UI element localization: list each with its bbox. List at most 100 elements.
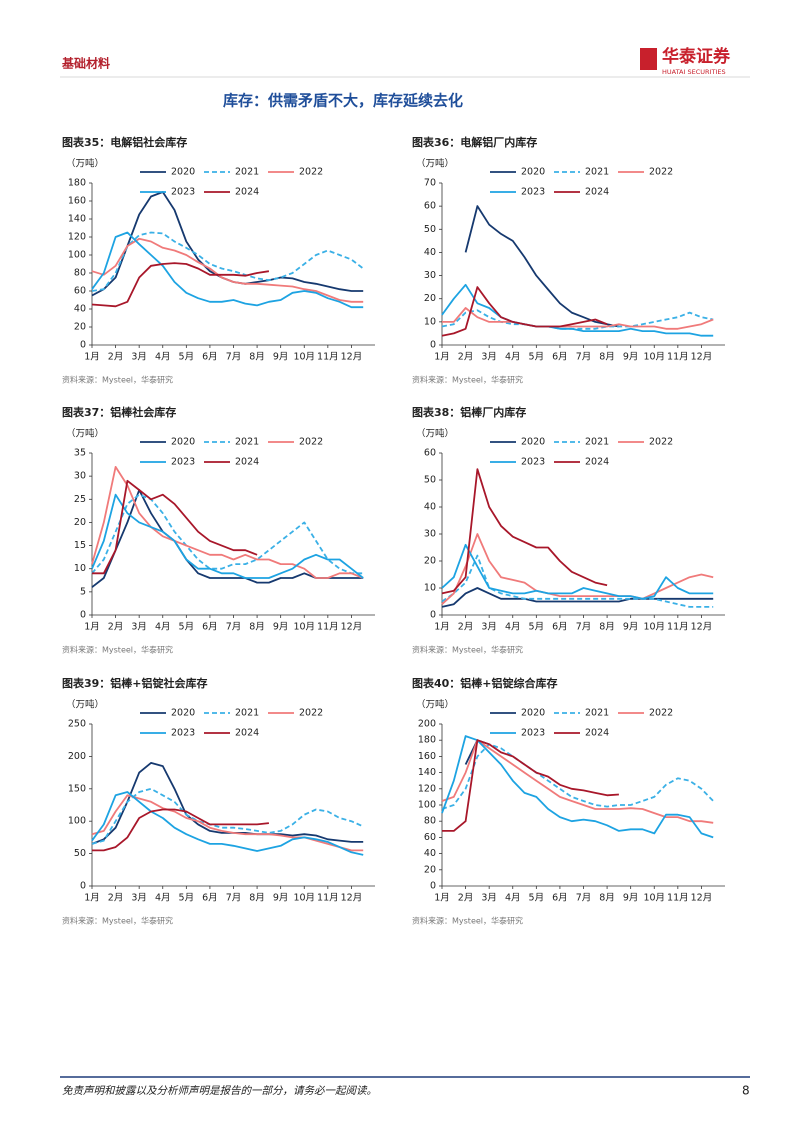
source-note: 资料来源：Mysteel，华泰研究 (412, 645, 523, 655)
x-tick-label: 12月 (691, 622, 713, 633)
y-tick-label: 180 (418, 735, 436, 746)
y-tick-label: 50 (74, 848, 86, 859)
x-tick-label: 8月 (599, 622, 615, 633)
x-tick-label: 9月 (273, 893, 289, 904)
series-line (91, 262, 270, 308)
x-tick-label: 3月 (131, 352, 147, 363)
y-tick-label: 20 (424, 556, 436, 567)
y-tick-label: 50 (424, 224, 436, 235)
y-tick-label: 100 (418, 800, 436, 811)
x-tick-label: 9月 (623, 893, 639, 904)
y-tick-label: 200 (418, 719, 436, 730)
y-tick-label: 100 (68, 816, 86, 827)
legend-label: 2021 (235, 708, 259, 719)
series-line (441, 533, 714, 605)
series-line (442, 307, 714, 330)
x-tick-label: 10月 (643, 352, 665, 363)
y-tick-label: 10 (74, 563, 86, 574)
y-tick-label: 180 (68, 178, 86, 189)
x-tick-label: 1月 (434, 893, 450, 904)
page-number: 8 (742, 1084, 750, 1098)
legend-label: 2023 (521, 187, 545, 198)
x-tick-label: 10月 (643, 622, 665, 633)
y-tick-label: 25 (74, 494, 86, 505)
legend-label: 2021 (585, 708, 609, 719)
unit-label: （万吨） (416, 699, 454, 711)
x-tick-label: 5月 (179, 622, 195, 633)
x-tick-label: 4月 (155, 893, 171, 904)
x-tick-label: 11月 (667, 352, 689, 363)
x-tick-label: 6月 (552, 893, 568, 904)
x-tick-label: 4月 (155, 352, 171, 363)
x-tick-label: 3月 (131, 893, 147, 904)
x-tick-label: 4月 (505, 622, 521, 633)
legend-label: 2022 (299, 167, 323, 178)
y-tick-label: 200 (68, 751, 86, 762)
legend-label: 2020 (521, 437, 545, 448)
x-tick-label: 1月 (84, 622, 100, 633)
series-line (91, 493, 364, 575)
x-tick-label: 5月 (179, 893, 195, 904)
y-tick-label: 20 (74, 322, 86, 333)
chart-title: 图表36：电解铝厂内库存 (412, 135, 537, 149)
series-line (91, 493, 364, 579)
series-line (464, 205, 620, 328)
x-tick-label: 8月 (249, 352, 265, 363)
x-tick-label: 7月 (226, 622, 242, 633)
x-tick-label: 8月 (599, 893, 615, 904)
x-tick-label: 5月 (529, 622, 545, 633)
y-tick-label: 150 (68, 783, 86, 794)
y-tick-label: 40 (424, 502, 436, 513)
legend-label: 2023 (171, 728, 195, 739)
x-tick-label: 8月 (249, 622, 265, 633)
x-tick-label: 9月 (623, 622, 639, 633)
x-tick-label: 11月 (667, 893, 689, 904)
y-tick-label: 80 (74, 268, 86, 279)
x-tick-label: 7月 (576, 622, 592, 633)
x-tick-label: 2月 (108, 352, 124, 363)
series-line (91, 231, 364, 292)
x-tick-label: 1月 (84, 893, 100, 904)
source-note: 资料来源：Mysteel，华泰研究 (62, 375, 173, 385)
series-line (441, 735, 714, 839)
section-heading: 库存：供需矛盾不大，库存延续去化 (223, 92, 463, 110)
series-line (91, 794, 364, 852)
series-line (92, 479, 258, 575)
x-tick-label: 2月 (458, 352, 474, 363)
series-line (91, 466, 364, 579)
y-tick-label: 30 (424, 529, 436, 540)
y-tick-label: 0 (80, 610, 86, 621)
y-tick-label: 120 (418, 783, 436, 794)
x-tick-label: 9月 (273, 352, 289, 363)
y-tick-label: 20 (424, 293, 436, 304)
x-tick-label: 10月 (293, 893, 315, 904)
section-label: 基础材料 (61, 56, 110, 71)
y-tick-label: 30 (74, 471, 86, 482)
legend-label: 2020 (521, 708, 545, 719)
logo-text: 华泰证券 (662, 46, 731, 67)
x-tick-label: 12月 (341, 622, 363, 633)
legend-label: 2022 (299, 437, 323, 448)
x-tick-label: 3月 (131, 622, 147, 633)
y-tick-label: 15 (74, 540, 86, 551)
series-line (91, 231, 364, 309)
source-note: 资料来源：Mysteel，华泰研究 (412, 375, 523, 385)
y-tick-label: 250 (68, 719, 86, 730)
y-tick-label: 5 (80, 586, 86, 597)
x-tick-label: 12月 (691, 893, 713, 904)
legend-label: 2021 (235, 437, 259, 448)
chart-title: 图表39：铝棒+铝锭社会库存 (62, 676, 208, 690)
legend-label: 2020 (171, 708, 195, 719)
legend-label: 2024 (585, 457, 609, 468)
logo-icon (640, 48, 657, 70)
legend-label: 2021 (235, 167, 259, 178)
x-tick-label: 3月 (481, 893, 497, 904)
legend-label: 2020 (521, 167, 545, 178)
x-tick-label: 1月 (434, 352, 450, 363)
y-tick-label: 60 (424, 448, 436, 459)
x-tick-label: 11月 (667, 622, 689, 633)
y-tick-label: 0 (430, 610, 436, 621)
x-tick-label: 9月 (273, 622, 289, 633)
x-tick-label: 7月 (576, 352, 592, 363)
x-tick-label: 6月 (552, 622, 568, 633)
